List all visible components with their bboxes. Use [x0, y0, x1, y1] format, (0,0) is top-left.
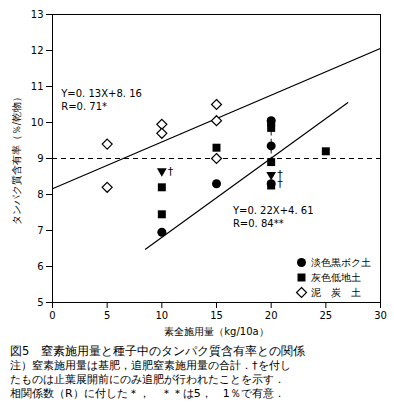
svg-text:8: 8: [37, 189, 43, 200]
svg-text:R=0. 71*: R=0. 71*: [61, 101, 107, 112]
svg-text:20: 20: [265, 310, 278, 321]
svg-text:9: 9: [37, 153, 43, 164]
svg-text:5: 5: [104, 310, 110, 321]
svg-text:11: 11: [31, 81, 44, 92]
svg-text:†: †: [168, 165, 174, 178]
svg-text:素全施用量（kg/10a）: 素全施用量（kg/10a）: [164, 326, 268, 337]
svg-text:淡色黒ボク土: 淡色黒ボク土: [311, 257, 371, 268]
html-text:相関係数（R）に付した＊， ＊＊は5， 1％で有意．: 相関係数（R）に付した＊， ＊＊は5， 1％で有意．: [10, 387, 285, 400]
svg-text:0: 0: [49, 310, 55, 321]
svg-text:7: 7: [37, 225, 43, 236]
svg-text:10: 10: [155, 310, 168, 321]
svg-text:10: 10: [31, 117, 44, 128]
svg-text:12: 12: [31, 45, 44, 56]
svg-text:30: 30: [374, 310, 387, 321]
svg-text:R=0. 84**: R=0. 84**: [233, 218, 284, 229]
svg-text:タンパク質含有率（％/乾物）: タンパク質含有率（％/乾物）: [11, 92, 22, 225]
svg-text:灰色低地土: 灰色低地土: [311, 272, 361, 283]
svg-text:5: 5: [37, 297, 43, 308]
svg-text:6: 6: [37, 261, 43, 272]
html-text:たものは止葉展開前にのみ追肥が行われたことを示す．: たものは止葉展開前にのみ追肥が行われたことを示す．: [10, 373, 285, 386]
svg-text:Y=0. 22X+4. 61: Y=0. 22X+4. 61: [232, 205, 314, 216]
html-text:注）窒素施用量は基肥，追肥窒素施用量の合計．†を付し: 注）窒素施用量は基肥，追肥窒素施用量の合計．†を付し: [10, 359, 291, 372]
svg-text:†: †: [277, 168, 283, 181]
svg-text:Y=0. 13X+8. 16: Y=0. 13X+8. 16: [60, 88, 142, 99]
svg-text:泥 炭 土: 泥 炭 土: [311, 287, 361, 298]
svg-text:13: 13: [31, 9, 44, 20]
svg-text:25: 25: [319, 310, 332, 321]
html-text:図5 窒素施用量と種子中のタンパク質含有率との関係: 図5 窒素施用量と種子中のタンパク質含有率との関係: [10, 344, 306, 358]
svg-text:15: 15: [210, 310, 223, 321]
